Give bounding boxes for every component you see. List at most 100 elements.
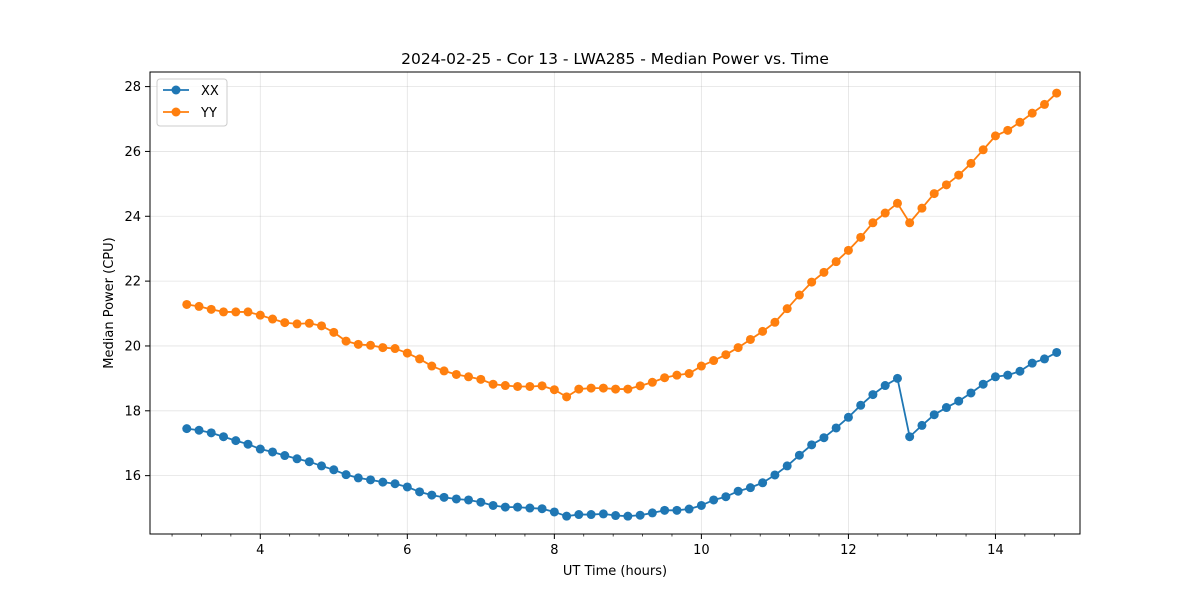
data-point-xx [268,447,278,457]
data-point-xx [770,470,780,480]
data-point-yy [696,361,706,371]
data-point-yy [194,301,204,311]
data-point-yy [280,318,290,328]
data-point-xx [709,495,719,505]
data-point-yy [464,372,474,382]
data-point-xx [831,423,841,433]
data-point-yy [807,277,817,287]
data-point-xx [390,479,400,489]
legend-marker-xx [171,85,181,95]
data-point-yy [525,381,535,391]
legend-label-yy: YY [200,106,217,121]
data-point-yy [966,158,976,168]
grid [150,72,1080,534]
data-point-yy [243,307,253,317]
data-point-xx [868,390,878,400]
x-tick-label: 6 [403,543,411,558]
data-point-xx [574,510,584,520]
x-axis-ticks: 4 6 8 10 12 14 [171,534,1055,558]
data-point-xx [182,424,192,434]
data-point-xx [194,425,204,435]
data-point-xx [280,451,290,461]
data-point-xx [304,457,314,467]
chart-title: 2024-02-25 - Cor 13 - LWA285 - Median Po… [401,50,829,68]
data-point-yy [709,356,719,366]
data-point-xx [721,492,731,502]
data-point-xx [549,507,559,517]
data-point-xx [880,381,890,391]
data-point-xx [978,379,988,389]
x-axis-label: UT Time (hours) [563,564,667,579]
data-point-yy [366,340,376,350]
data-point-xx [598,509,608,519]
y-tick-label: 24 [124,210,141,225]
data-point-xx [586,510,596,520]
data-point-yy [317,321,327,331]
y-tick-label: 18 [124,404,141,419]
data-point-yy [427,361,437,371]
data-point-yy [562,392,572,402]
data-point-xx [696,500,706,510]
data-point-yy [219,307,229,317]
data-point-xx [684,504,694,514]
data-point-yy [1027,108,1037,118]
data-point-xx [317,461,327,471]
data-point-yy [537,381,547,391]
data-point-yy [954,170,964,180]
data-point-xx [611,511,621,521]
data-point-xx [892,373,902,383]
data-point-yy [990,131,1000,141]
x-tick-label: 14 [987,543,1004,558]
data-point-xx [353,473,363,483]
data-point-xx [451,494,461,504]
data-point-yy [268,314,278,324]
data-point-xx [819,433,829,443]
data-point-yy [1039,99,1049,109]
data-point-xx [745,483,755,493]
data-point-yy [415,354,425,364]
data-point-yy [292,319,302,329]
series-layer [182,88,1062,521]
data-point-xx [206,428,216,438]
data-point-xx [807,440,817,450]
data-point-xx [856,400,866,410]
data-point-yy [856,232,866,242]
data-point-yy [905,218,915,228]
data-point-yy [1015,117,1025,127]
data-point-yy [684,369,694,379]
data-point-yy [758,326,768,336]
data-point-yy [819,267,829,277]
data-point-yy [341,336,351,346]
data-point-xx [366,475,376,485]
data-point-yy [390,344,400,354]
data-point-yy [402,348,412,358]
data-point-yy [255,310,265,320]
data-point-xx [427,490,437,500]
data-point-xx [843,412,853,422]
data-point-yy [794,290,804,300]
y-tick-label: 20 [124,339,141,354]
data-point-yy [574,384,584,394]
data-point-yy [929,189,939,199]
data-point-xx [500,502,510,512]
data-point-yy [623,384,633,394]
data-point-yy [206,304,216,314]
data-point-yy [782,304,792,314]
data-point-xx [635,510,645,520]
y-axis-ticks: 16 18 20 22 24 26 28 [124,80,150,484]
data-point-xx [758,478,768,488]
data-point-xx [341,470,351,480]
x-tick-label: 8 [550,543,558,558]
data-point-yy [635,381,645,391]
data-point-xx [782,461,792,471]
data-point-yy [353,339,363,349]
data-point-yy [1003,125,1013,135]
data-point-yy [598,383,608,393]
x-tick-label: 4 [256,543,264,558]
data-point-xx [243,439,253,449]
data-point-xx [733,486,743,496]
data-point-yy [304,318,314,328]
data-point-xx [329,465,339,475]
data-point-xx [966,388,976,398]
data-point-xx [647,508,657,518]
